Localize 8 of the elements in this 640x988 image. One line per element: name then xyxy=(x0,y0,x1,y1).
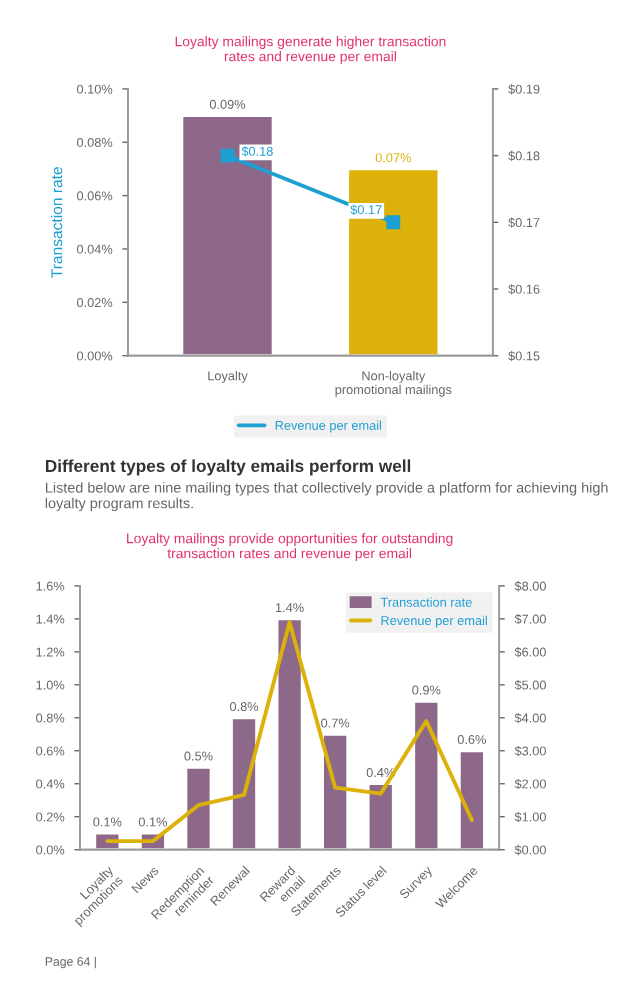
bar xyxy=(457,749,486,850)
bar xyxy=(366,782,395,850)
bar xyxy=(184,765,213,850)
bar xyxy=(275,617,304,850)
bar xyxy=(412,699,441,850)
bar xyxy=(230,716,258,850)
text: Different types of loyalty emails perform well xyxy=(45,459,411,476)
bar xyxy=(321,732,350,850)
